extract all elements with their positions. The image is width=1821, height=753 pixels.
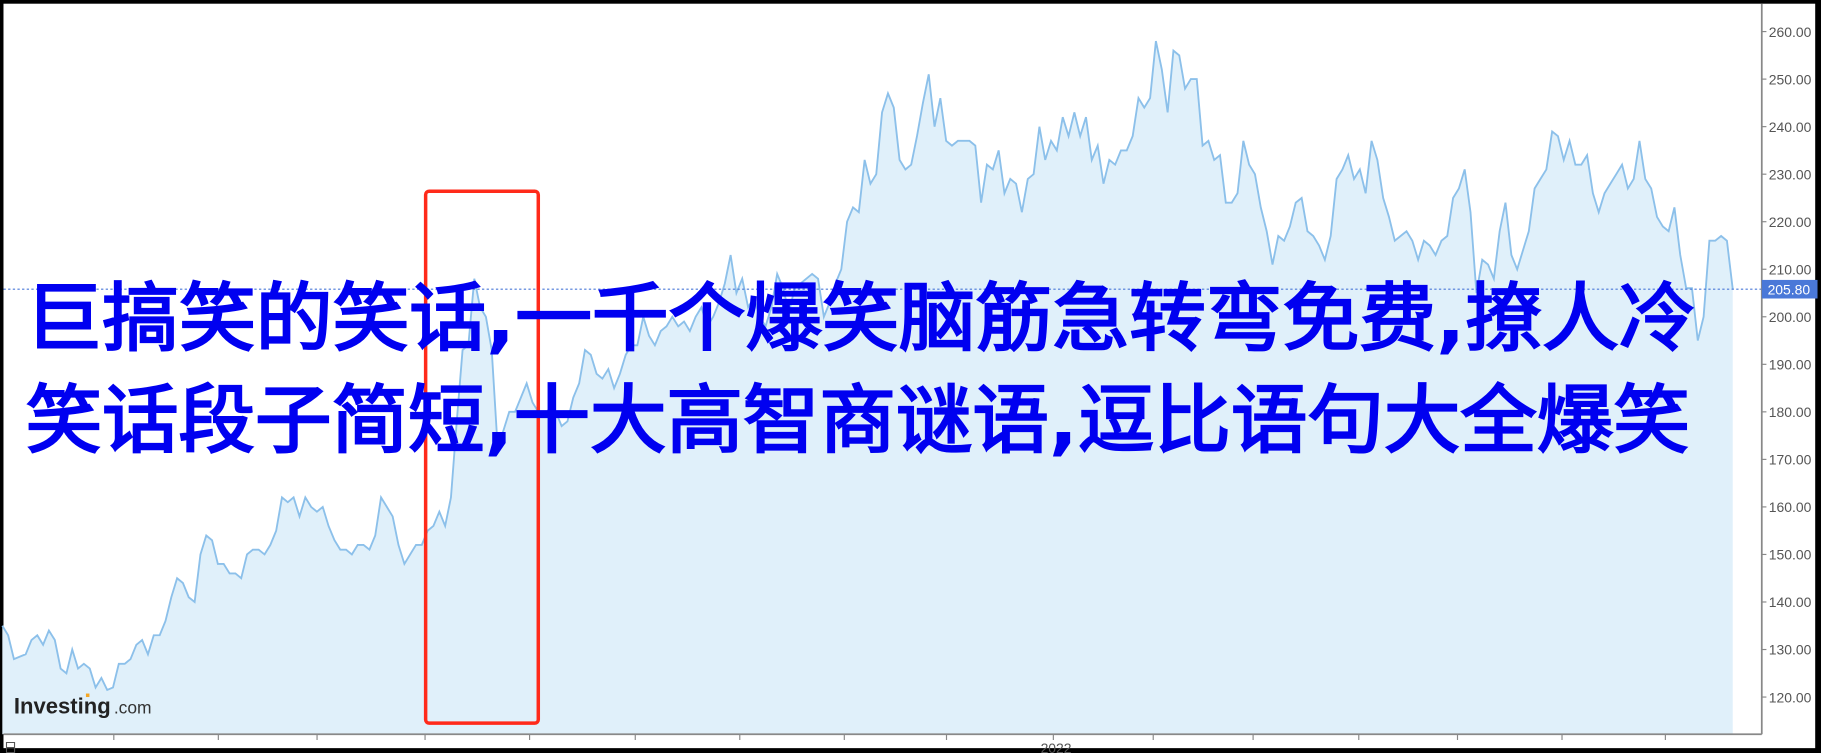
y-tick-label: 220.00 <box>1769 214 1812 230</box>
current-value-label: 205.80 <box>1768 281 1811 297</box>
logo-text: Investing <box>14 693 111 718</box>
y-tick-label: 140.00 <box>1769 594 1812 610</box>
overlay-title-line-1: 巨搞笑的笑话,一千个爆笑脑筋急转弯免费,撩人冷 <box>26 275 1696 362</box>
logo-dot <box>85 693 90 698</box>
y-tick-label: 200.00 <box>1769 309 1812 325</box>
y-tick-label: 120.00 <box>1769 689 1812 705</box>
y-axis-ticks: 260.00 250.00 240.00 230.00 220.00 210.00 200.… <box>1761 24 1812 705</box>
x-tick-label: 2022 <box>1041 740 1072 753</box>
y-tick-label: 180.00 <box>1769 404 1812 420</box>
price-area-fill <box>2 41 1733 735</box>
investing-logo: Investing .com <box>14 693 152 718</box>
area-layer <box>1 40 1734 735</box>
y-tick-label: 210.00 <box>1769 261 1812 277</box>
y-tick-label: 190.00 <box>1769 357 1812 373</box>
overlay-title-line-2: 笑话段子简短,十大高智商谜语,逗比语句大全爆笑 <box>26 377 1690 464</box>
price-line <box>1 40 1734 692</box>
y-tick-label: 130.00 <box>1769 642 1812 658</box>
x-axis-ticks: 日 2022 <box>3 734 1666 753</box>
current-value-badge: 205.80 <box>1761 279 1818 299</box>
y-tick-label: 170.00 <box>1769 452 1812 468</box>
current-value-badge-bg <box>1761 279 1818 299</box>
y-tick-label: 160.00 <box>1769 499 1812 515</box>
y-tick-label: 150.00 <box>1769 547 1812 563</box>
highlight-rectangle <box>423 189 541 725</box>
y-tick-label: 240.00 <box>1769 119 1812 135</box>
y-tick-label: 260.00 <box>1769 24 1812 40</box>
y-tick-label: 230.00 <box>1769 166 1812 182</box>
logo-suffix: .com <box>114 697 152 717</box>
x-tick-label: 日 <box>3 740 17 753</box>
y-tick-label: 250.00 <box>1769 71 1812 87</box>
